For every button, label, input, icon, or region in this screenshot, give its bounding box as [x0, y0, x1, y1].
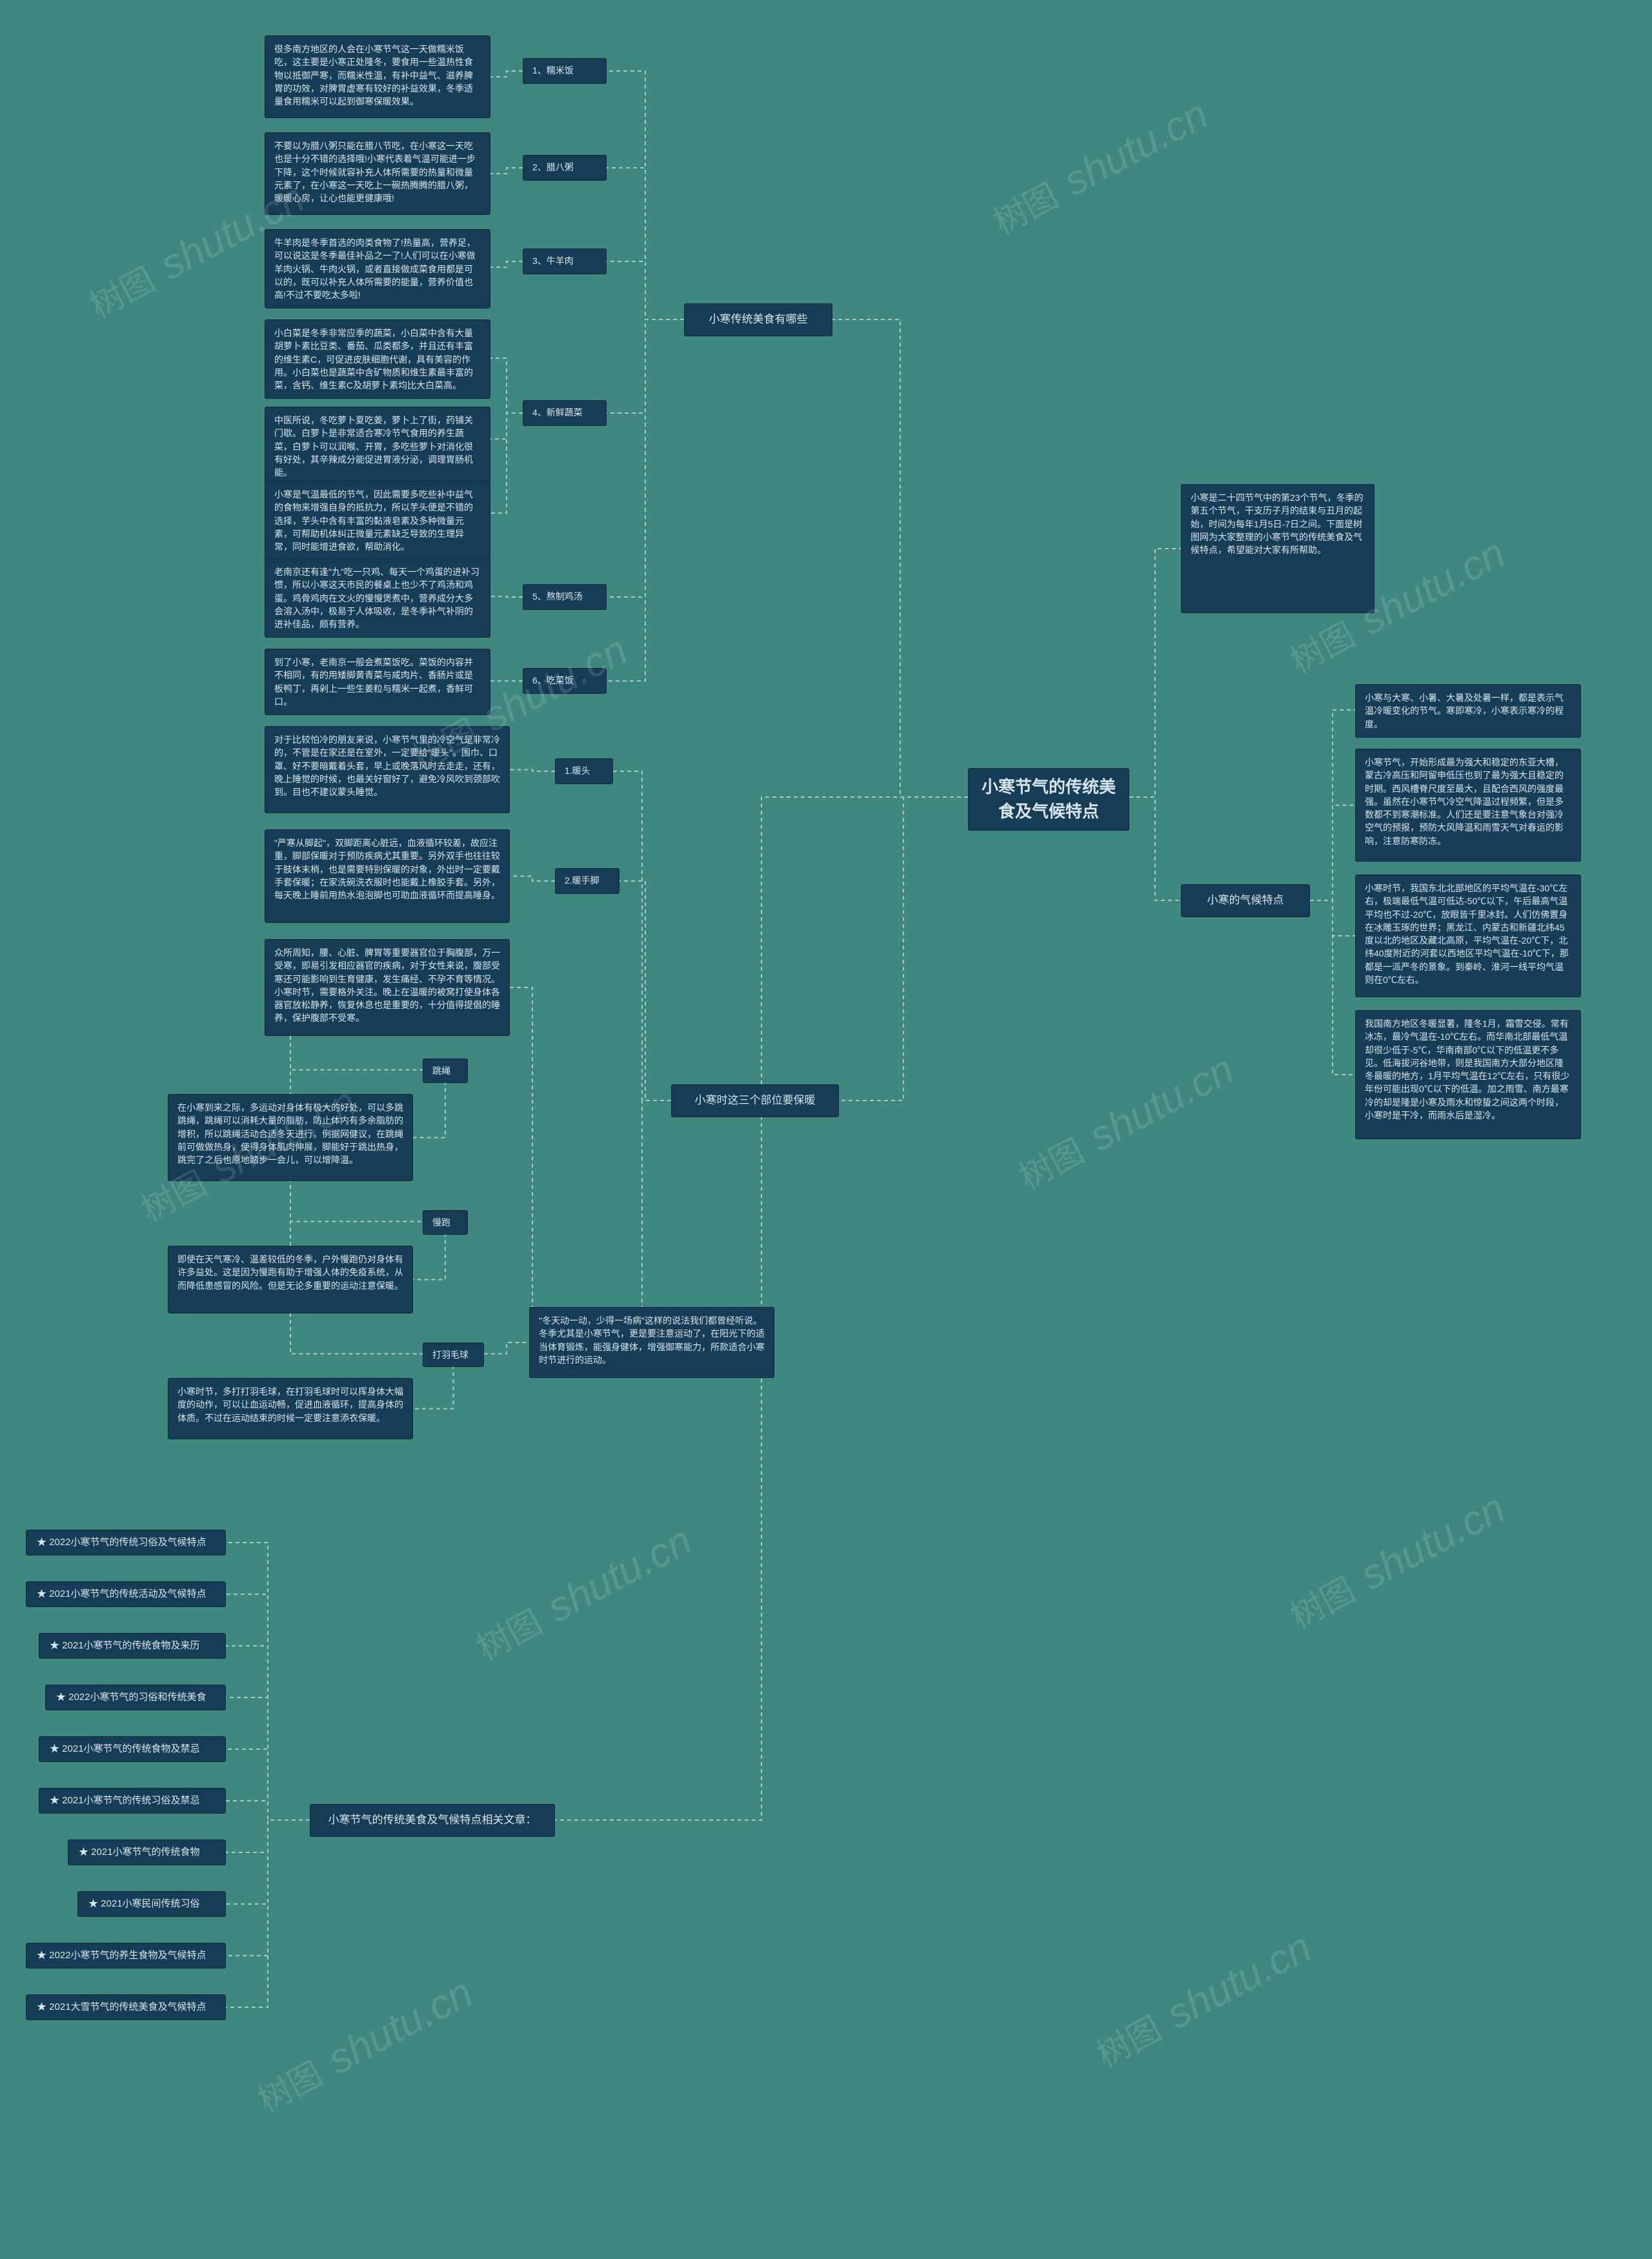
f6[interactable]: 6、吃菜饭 — [523, 668, 607, 694]
watermark: 树图shutu.cn — [983, 89, 1216, 243]
l4[interactable]: ★ 2022小寒节气的习俗和传统美食 — [45, 1685, 226, 1710]
l7[interactable]: ★ 2021小寒节气的传统食物 — [68, 1839, 226, 1865]
s_tiao[interactable]: 跳绳 — [423, 1059, 468, 1083]
f5[interactable]: 5、熬制鸡汤 — [523, 584, 607, 610]
b_food[interactable]: 小寒传统美食有哪些 — [684, 303, 832, 336]
f4d1: 小白菜是冬季非常应季的蔬菜，小白菜中含有大量胡萝卜素比豆类、番茄、瓜类都多，并且… — [265, 319, 490, 399]
l9[interactable]: ★ 2022小寒节气的养生食物及气候特点 — [26, 1943, 226, 1969]
l8[interactable]: ★ 2021小寒民间传统习俗 — [77, 1891, 226, 1917]
b_links[interactable]: 小寒节气的传统美食及气候特点相关文章： — [310, 1804, 555, 1837]
watermark: 树图shutu.cn — [1087, 1922, 1319, 2076]
s_yu[interactable]: 打羽毛球 — [423, 1342, 484, 1367]
w2d: "严寒从脚起"，双脚距离心脏远，血液循环较差，故应注重，脚部保暖对于预防疾病尤其… — [265, 829, 510, 923]
l6[interactable]: ★ 2021小寒节气的传统习俗及禁忌 — [39, 1788, 226, 1814]
f3[interactable]: 3、牛羊肉 — [523, 248, 607, 274]
s_note: "冬天动一动，少得一场病"这样的说法我们都曾经听说。冬季尤其是小寒节气，更是要注… — [529, 1307, 774, 1378]
watermark: 树图shutu.cn — [1280, 1483, 1513, 1637]
l10[interactable]: ★ 2021大雪节气的传统美食及气候特点 — [26, 1994, 226, 2020]
center: 小寒节气的传统美食及气候特点 — [968, 768, 1129, 831]
b_warm[interactable]: 小寒时这三个部位要保暖 — [671, 1084, 839, 1117]
w1d: 对于比较怕冷的朋友来说，小寒节气里的冷空气是非常冷的，不管是在家还是在室外，一定… — [265, 726, 510, 813]
f4d3: 小寒是气温最低的节气，因此需要多吃些补中益气的食物来增强自身的抵抗力，所以芋头便… — [265, 481, 490, 560]
f6d: 到了小寒，老南京一般会煮菜饭吃。菜饭的内容并不相同，有的用矮脚黄青菜与咸肉片、香… — [265, 649, 490, 715]
w3d: 众所周知，腰、心脏、脾胃等重要器官位于胸腹部，万一受寒，即易引发相应器官的疾病，… — [265, 939, 510, 1036]
l1[interactable]: ★ 2022小寒节气的传统习俗及气候特点 — [26, 1530, 226, 1555]
watermark: 树图shutu.cn — [1009, 1044, 1242, 1199]
w2[interactable]: 2.暖手脚 — [555, 868, 620, 894]
c1: 小寒与大寒、小暑、大暑及处暑一样，都是表示气温冷暖变化的节气。寒即寒冷，小寒表示… — [1355, 684, 1581, 738]
s_tiaod: 在小寒到来之际，多运动对身体有极大的好处，可以多跳跳绳，跳绳可以消耗大量的脂肪，… — [168, 1094, 413, 1181]
l2[interactable]: ★ 2021小寒节气的传统活动及气候特点 — [26, 1581, 226, 1607]
f1[interactable]: 1、糯米饭 — [523, 58, 607, 84]
f5d: 老南京还有逢"九"吃一只鸡、每天一个鸡蛋的进补习惯，所以小寒这天市民的餐桌上也少… — [265, 558, 490, 638]
b_climate[interactable]: 小寒的气候特点 — [1181, 884, 1310, 917]
f2d: 不要以为腊八粥只能在腊八节吃，在小寒这一天吃也是十分不错的选择哦!小寒代表着气温… — [265, 132, 490, 215]
c4: 我国南方地区冬暖显著，隆冬1月，霜雪交侵。常有冰冻，最冷气温在-10℃左右。而华… — [1355, 1010, 1581, 1139]
l5[interactable]: ★ 2021小寒节气的传统食物及禁忌 — [39, 1736, 226, 1762]
f4[interactable]: 4、新鲜蔬菜 — [523, 400, 607, 426]
intro: 小寒是二十四节气中的第23个节气，冬季的第五个节气，干支历子月的结束与丑月的起始… — [1181, 484, 1375, 613]
s_man[interactable]: 慢跑 — [423, 1210, 468, 1235]
w1[interactable]: 1.暖头 — [555, 758, 613, 784]
l3[interactable]: ★ 2021小寒节气的传统食物及来历 — [39, 1633, 226, 1659]
watermark: 树图shutu.cn — [467, 1515, 700, 1670]
watermark: 树图shutu.cn — [248, 1967, 480, 2122]
f1d: 很多南方地区的人会在小寒节气这一天做糯米饭吃，这主要是小寒正处隆冬，要食用一些温… — [265, 35, 490, 118]
c3: 小寒时节，我国东北北部地区的平均气温在-30℃左右，极端最低气温可低达-50℃以… — [1355, 875, 1581, 997]
f4d2: 中医所说，冬吃萝卜夏吃姜，萝卜上了街，药铺关门歇。白萝卜是非常适合寒冷节气食用的… — [265, 407, 490, 486]
s_mand: 即使在天气寒冷、温差较低的冬季，户外慢跑仍对身体有许多益处。这是因为慢跑有助于增… — [168, 1246, 413, 1313]
f3d: 牛羊肉是冬季首选的肉类食物了!热量高，营养足，可以说这是冬季最佳补品之一了!人们… — [265, 229, 490, 309]
f2[interactable]: 2、腊八粥 — [523, 155, 607, 181]
s_yud: 小寒时节，多打打羽毛球，在打羽毛球时可以挥身体大幅度的动作，可以让血运动畅，促进… — [168, 1378, 413, 1439]
c2: 小寒节气，开始形成最为强大和稳定的东亚大槽，蒙古冷高压和阿留申低压也到了最为强大… — [1355, 749, 1581, 862]
